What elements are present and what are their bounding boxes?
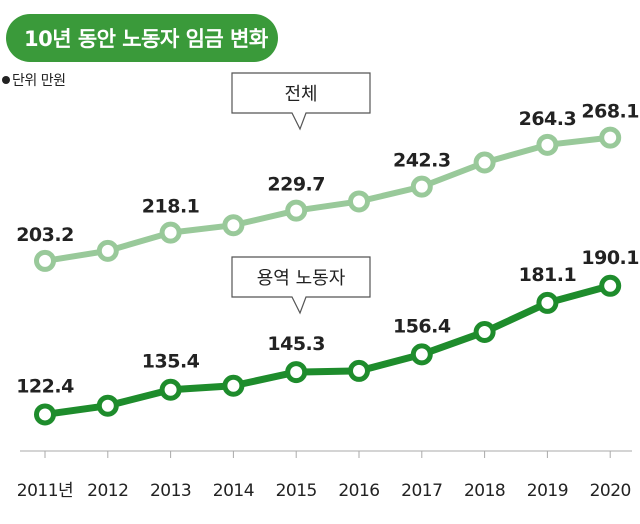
data-label: 181.1: [519, 264, 577, 286]
data-label: 218.1: [142, 196, 200, 218]
data-point: [96, 394, 119, 417]
bullet-icon: [2, 76, 10, 84]
data-label: 156.4: [393, 315, 451, 337]
data-point: [159, 221, 182, 244]
data-label: 268.1: [581, 101, 639, 123]
data-point: [348, 359, 370, 382]
data-point: [96, 239, 119, 262]
series-callout-box: [231, 72, 371, 131]
data-label: 122.4: [16, 375, 74, 397]
data-label: 203.2: [16, 224, 74, 246]
x-tick-label: 2018: [464, 481, 505, 501]
data-point: [473, 320, 496, 343]
data-point: [285, 199, 308, 222]
data-point: [410, 343, 433, 366]
data-label: 229.7: [267, 174, 325, 196]
x-tick-label: 2017: [401, 481, 442, 501]
data-point: [285, 361, 308, 384]
data-point: [536, 133, 559, 156]
x-tick-label: 2014: [213, 481, 254, 501]
data-point: [348, 190, 370, 213]
data-point: [34, 403, 56, 426]
data-point: [34, 249, 56, 272]
data-point: [599, 126, 622, 149]
data-label: 264.3: [519, 108, 577, 130]
series-line: [41, 282, 614, 418]
x-tick-label: 2015: [276, 481, 317, 501]
data-label: 135.4: [142, 351, 200, 373]
data-point: [536, 291, 559, 314]
chart-title: 10년 동안 노동자 임금 변화: [6, 14, 278, 62]
data-point: [222, 214, 245, 237]
x-tick-label: 2019: [527, 481, 568, 501]
data-point: [222, 374, 245, 397]
chart-title-text: 10년 동안 노동자 임금 변화: [24, 27, 268, 51]
x-tick-label: 2011년: [17, 481, 73, 501]
series-line: [42, 134, 614, 264]
x-tick-label: 2013: [150, 481, 191, 501]
data-point: [159, 378, 182, 401]
data-point: [410, 175, 433, 198]
x-tick-label: 2012: [87, 481, 128, 501]
data-label: 242.3: [393, 150, 451, 172]
series-callout-box: [231, 256, 371, 315]
series-name-label: 전체: [284, 84, 317, 105]
x-tick-label: 2020: [590, 481, 631, 501]
unit-label: 단위 만원: [2, 70, 66, 90]
data-label: 145.3: [267, 333, 325, 355]
data-point: [473, 151, 496, 174]
x-tick-label: 2016: [338, 481, 379, 501]
data-point: [599, 274, 622, 297]
series-name-label: 용역 노동자: [257, 268, 346, 289]
data-label: 190.1: [581, 247, 639, 269]
unit-label-text: 단위 만원: [12, 73, 66, 89]
